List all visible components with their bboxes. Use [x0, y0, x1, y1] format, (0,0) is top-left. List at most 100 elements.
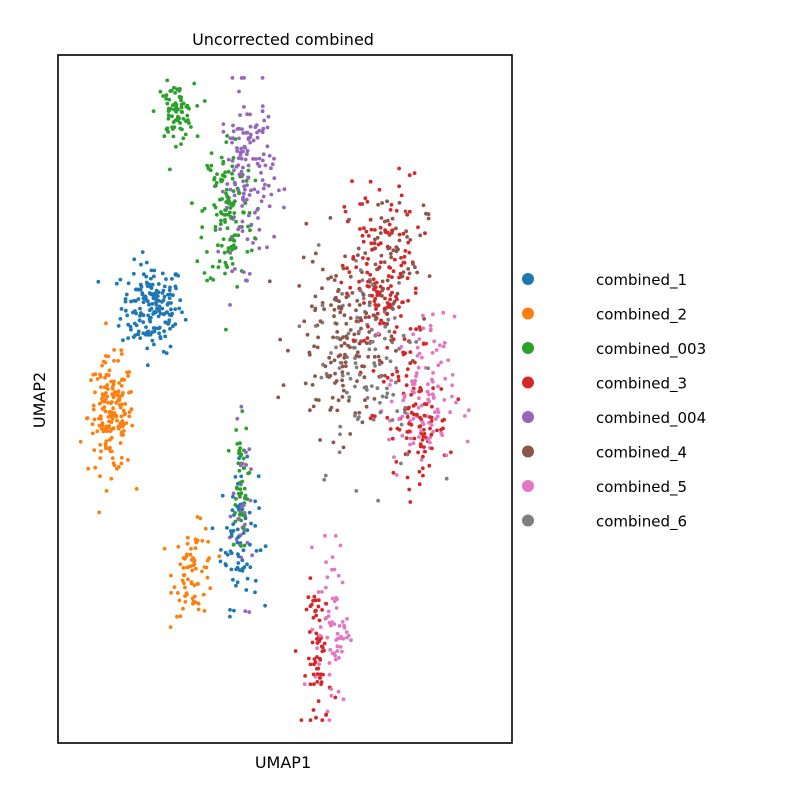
data-point-combined_5	[442, 398, 447, 402]
data-point-combined_2	[183, 585, 187, 590]
data-point-combined_2	[91, 372, 96, 377]
data-point-combined_3	[366, 234, 371, 238]
data-point-combined_003	[231, 201, 236, 205]
data-point-combined_1	[150, 338, 155, 343]
data-point-combined_5	[327, 718, 332, 722]
data-point-combined_3	[318, 658, 323, 662]
data-point-combined_3	[409, 422, 414, 427]
data-point-combined_2	[205, 575, 210, 580]
data-point-combined_3	[414, 327, 418, 332]
data-point-combined_3	[320, 645, 325, 650]
data-point-combined_4	[354, 319, 359, 324]
data-point-combined_1	[236, 552, 240, 556]
data-point-combined_2	[89, 378, 93, 383]
data-point-combined_3	[419, 431, 424, 436]
data-point-combined_3	[412, 412, 416, 417]
data-point-combined_003	[244, 179, 249, 183]
data-point-combined_2	[99, 449, 103, 454]
data-point-combined_3	[429, 415, 434, 420]
data-point-combined_5	[335, 649, 340, 653]
data-point-combined_004	[231, 129, 236, 134]
data-point-combined_3	[402, 254, 407, 259]
data-point-combined_3	[343, 209, 348, 214]
data-point-combined_1	[150, 330, 155, 334]
data-point-combined_2	[93, 465, 98, 470]
data-point-combined_3	[397, 305, 401, 309]
data-point-combined_1	[253, 590, 257, 595]
data-point-combined_1	[150, 282, 155, 287]
data-point-combined_3	[316, 598, 321, 602]
data-point-combined_3	[310, 640, 315, 645]
data-point-combined_2	[107, 368, 112, 373]
data-point-combined_003	[202, 206, 207, 211]
data-point-combined_5	[419, 403, 424, 408]
data-point-combined_003	[223, 260, 228, 265]
data-point-combined_1	[141, 320, 146, 325]
data-point-combined_2	[121, 422, 126, 426]
data-point-combined_4	[413, 265, 417, 270]
data-point-combined_003	[199, 235, 204, 240]
data-point-combined_6	[369, 384, 374, 388]
data-point-combined_1	[162, 294, 167, 299]
data-point-combined_3	[399, 263, 404, 268]
data-point-combined_3	[405, 212, 410, 217]
data-point-combined_4	[392, 299, 397, 304]
data-point-combined_2	[134, 487, 139, 491]
data-point-combined_003	[242, 486, 247, 491]
data-point-combined_1	[160, 306, 165, 311]
data-point-combined_6	[392, 316, 397, 320]
data-point-combined_4	[322, 307, 326, 312]
plot-frame	[57, 54, 513, 744]
data-point-combined_1	[139, 262, 143, 267]
data-point-combined_6	[394, 366, 399, 371]
data-point-combined_1	[161, 298, 166, 303]
data-point-combined_003	[226, 169, 231, 174]
data-point-combined_003	[214, 181, 219, 185]
data-point-combined_5	[419, 355, 424, 360]
data-point-combined_003	[179, 98, 183, 103]
data-point-combined_3	[423, 449, 427, 454]
data-point-combined_4	[367, 330, 372, 334]
data-point-combined_003	[166, 116, 171, 121]
data-point-combined_003	[219, 210, 223, 214]
data-point-combined_4	[328, 373, 333, 378]
data-point-combined_004	[265, 245, 269, 250]
data-point-combined_004	[249, 188, 253, 193]
data-point-combined_6	[385, 391, 390, 396]
data-point-combined_6	[377, 362, 382, 367]
data-point-combined_1	[248, 565, 253, 570]
data-point-combined_5	[429, 423, 434, 427]
data-point-combined_4	[344, 364, 348, 368]
data-point-combined_1	[157, 325, 162, 330]
data-point-combined_1	[131, 335, 136, 339]
data-point-combined_6	[346, 331, 351, 336]
data-point-combined_3	[421, 454, 425, 459]
data-point-combined_5	[340, 620, 345, 624]
data-point-combined_2	[97, 401, 102, 406]
data-point-combined_003	[200, 225, 205, 230]
data-point-combined_6	[369, 327, 374, 332]
data-point-combined_5	[433, 417, 438, 421]
data-point-combined_003	[165, 101, 170, 106]
data-point-combined_003	[209, 151, 214, 156]
data-point-combined_3	[322, 641, 327, 646]
data-point-combined_4	[318, 438, 322, 442]
data-point-combined_2	[109, 410, 114, 414]
data-point-combined_3	[320, 718, 325, 722]
data-point-combined_5	[329, 693, 334, 698]
data-point-combined_3	[316, 666, 321, 671]
data-point-combined_1	[230, 508, 235, 512]
data-point-combined_6	[365, 396, 370, 400]
data-point-combined_4	[342, 341, 347, 346]
data-point-combined_003	[234, 497, 238, 501]
data-point-combined_6	[319, 375, 324, 380]
data-point-combined_4	[403, 209, 408, 214]
data-point-combined_6	[347, 395, 352, 399]
data-point-combined_3	[315, 655, 319, 659]
data-point-combined_2	[118, 441, 123, 445]
data-point-combined_4	[387, 245, 392, 250]
data-point-combined_4	[267, 279, 272, 284]
data-point-combined_6	[382, 336, 387, 341]
data-point-combined_4	[410, 359, 415, 363]
